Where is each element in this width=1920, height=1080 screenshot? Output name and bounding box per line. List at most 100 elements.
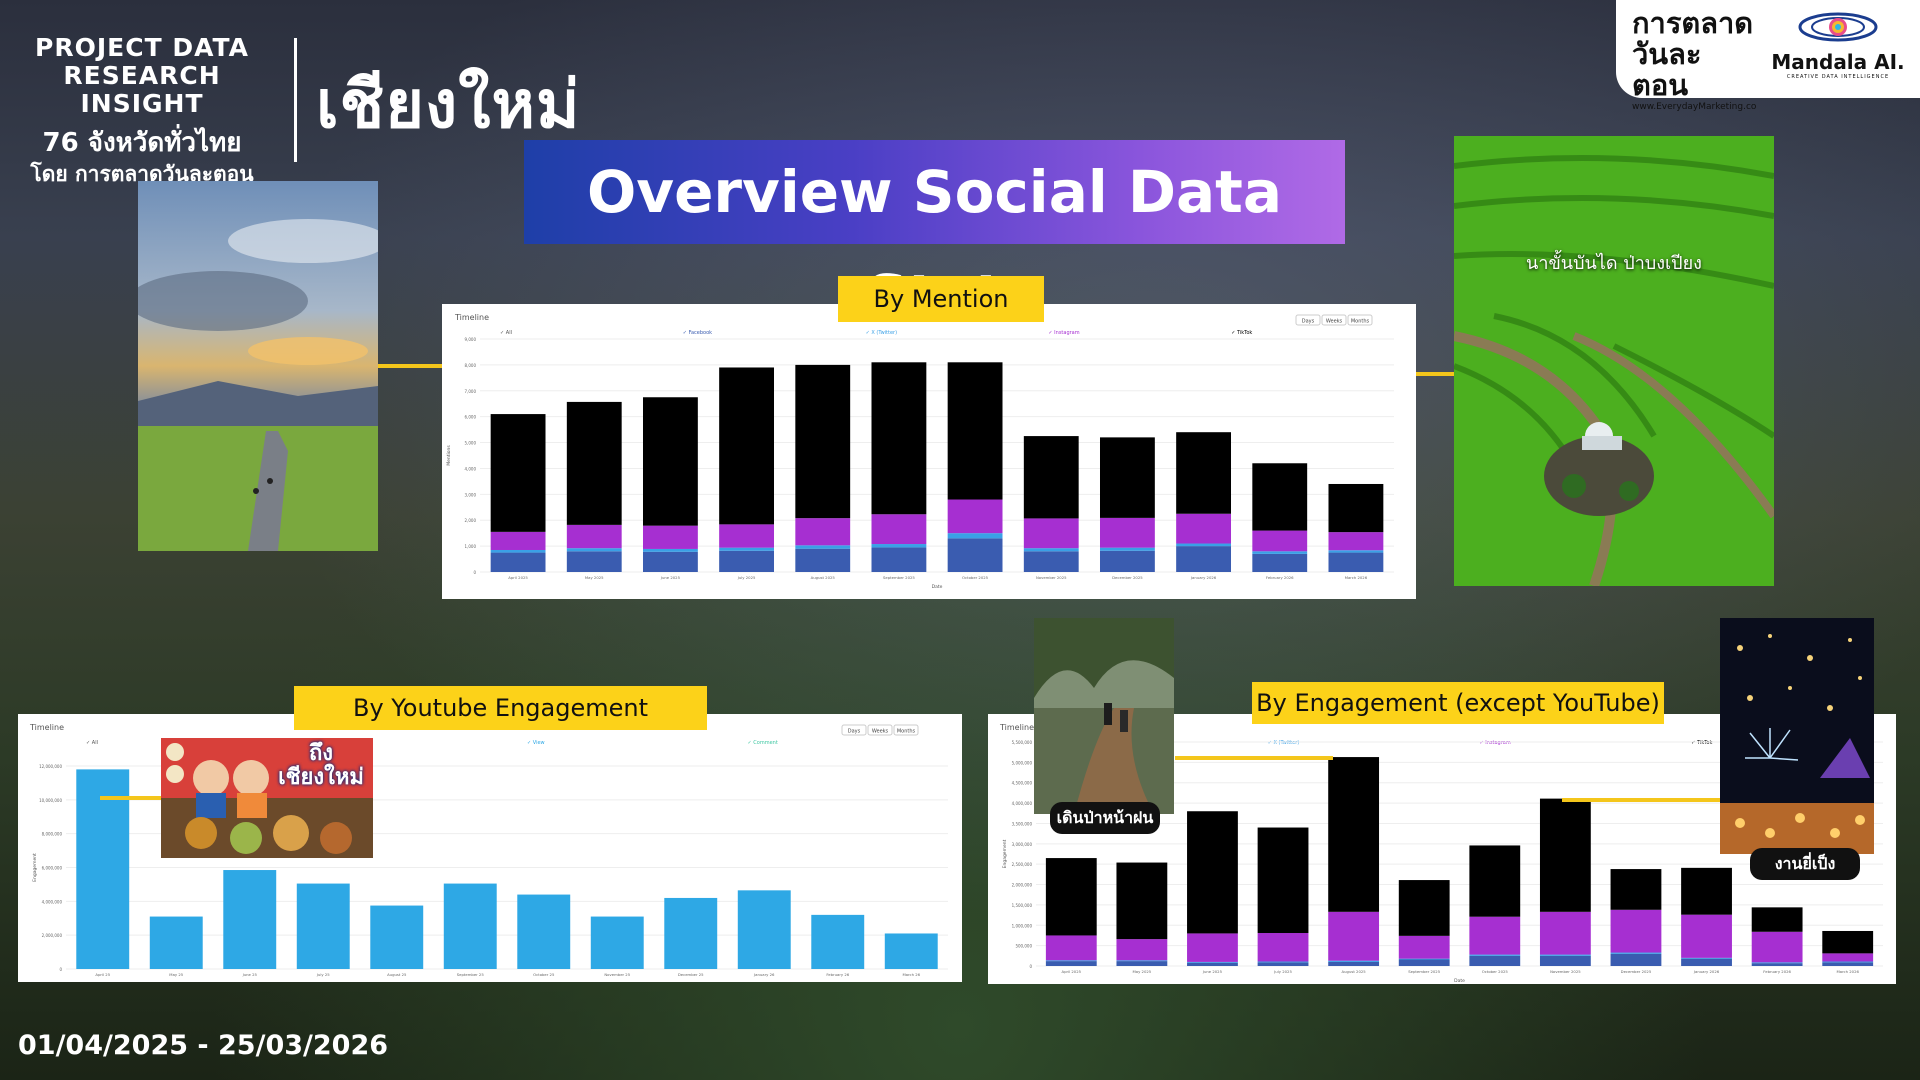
chart-panel-title: Timeline	[999, 723, 1034, 732]
y-axis-label: Mentions	[446, 445, 452, 466]
chart-panel-title: Timeline	[454, 313, 489, 322]
bar-instagram-6	[947, 499, 1003, 534]
y-tick-label: 9,000	[465, 337, 477, 342]
x-tick-label: October 2025	[962, 575, 989, 580]
toggle-label-weeks: Weeks	[872, 729, 889, 735]
y-tick-label: 8,000,000	[42, 832, 63, 837]
bar-instagram-5	[1398, 935, 1450, 959]
bar-instagram-10	[1252, 530, 1308, 552]
x-tick-label: July 2025	[1273, 969, 1292, 974]
province-title: เชียงใหม่	[316, 66, 581, 143]
project-line3: 76 จังหวัดทั่วไทย	[42, 128, 242, 158]
y-tick-label: 12,000,000	[39, 764, 62, 769]
toggle-label-weeks: Weeks	[1326, 319, 1343, 325]
bar-x-twitter--1	[566, 548, 622, 552]
y-tick-label: 6,000	[465, 415, 477, 420]
y-tick-label: 4,000	[465, 466, 477, 471]
connector-line-engagement-left	[1175, 756, 1333, 760]
x-tick-label: January 26	[753, 972, 775, 977]
engagement-chart-label: By Engagement (except YouTube)	[1252, 682, 1664, 724]
bar-instagram-0	[1045, 935, 1097, 961]
y-tick-label: 1,500,000	[1012, 903, 1033, 908]
x-tick-label: May 25	[169, 972, 183, 977]
food-thumbnail-caption: ถึงเชียงใหม่	[278, 741, 364, 790]
bar-9	[737, 890, 791, 969]
x-tick-label: August 2025	[1342, 969, 1367, 974]
bar-facebook-6	[1469, 955, 1521, 966]
bar-tiktok-2	[642, 397, 698, 526]
bar-facebook-6	[947, 538, 1003, 572]
page-title: Overview Social Data Stat	[524, 140, 1345, 330]
y-tick-label: 7,000	[465, 389, 477, 394]
y-tick-label: 3,500,000	[1012, 821, 1033, 826]
bar-tiktok-7	[1539, 798, 1591, 912]
bar-x-twitter--10	[1252, 551, 1308, 554]
bar-facebook-4	[795, 548, 851, 572]
logo1-url: www.EverydayMarketing.co	[1632, 102, 1757, 112]
toggle-weeks	[867, 724, 893, 736]
y-tick-label: 5,000	[465, 441, 477, 446]
logo-panel	[1616, 0, 1920, 98]
bar-facebook-7	[1023, 551, 1079, 572]
bar-facebook-8	[1610, 953, 1662, 966]
bar-tiktok-11	[1822, 930, 1874, 954]
project-heading: PROJECT DATA RESEARCH INSIGHT 76 จังหวัด…	[12, 34, 272, 188]
bar-tiktok-1	[566, 401, 622, 525]
bar-facebook-9	[1176, 546, 1232, 572]
bar-facebook-1	[1116, 961, 1168, 966]
x-tick-label: September 25	[457, 972, 485, 977]
x-tick-label: May 2025	[585, 575, 604, 580]
y-tick-label: 2,000,000	[1012, 883, 1033, 888]
logo1-line1: การตลาด	[1632, 6, 1754, 40]
bar-7	[590, 916, 644, 969]
bar-x-twitter--11	[1328, 550, 1384, 553]
x-tick-label: February 2026	[1266, 575, 1294, 580]
project-line1: PROJECT DATA	[35, 33, 249, 62]
x-tick-label: June 2025	[1202, 969, 1223, 974]
bar-instagram-4	[795, 518, 851, 546]
bar-3	[296, 883, 350, 969]
bar-facebook-7	[1539, 955, 1591, 966]
bar-tiktok-8	[1099, 437, 1155, 518]
logo2-tagline: CREATIVE DATA INTELLIGENCE	[1786, 74, 1890, 80]
x-tick-label: October 25	[533, 972, 555, 977]
x-tick-label: February 26	[826, 972, 849, 977]
bar-tiktok-9	[1681, 867, 1732, 915]
bar-facebook-9	[1681, 958, 1732, 966]
bar-instagram-2	[642, 525, 698, 549]
bar-instagram-10	[1751, 931, 1803, 963]
x-tick-label: April 2025	[508, 575, 528, 580]
bar-x-twitter--6	[1469, 954, 1521, 956]
y-tick-label: 4,000,000	[1012, 801, 1033, 806]
bar-instagram-1	[566, 524, 622, 549]
bar-instagram-7	[1539, 911, 1591, 955]
rice-photo-caption: นาขั้นบันได ป่าบงเปียง	[1526, 253, 1702, 274]
bar-x-twitter--0	[490, 549, 546, 553]
x-tick-label: May 2025	[1133, 969, 1152, 974]
x-tick-label: November 2025	[1550, 969, 1581, 974]
bar-11	[884, 933, 938, 969]
legend-item-4: ✓ TikTok	[1231, 330, 1252, 336]
bar-x-twitter--0	[1045, 960, 1097, 962]
bar-facebook-4	[1328, 961, 1380, 966]
connector-line-engagement-right	[1562, 798, 1720, 802]
x-tick-label: March 2026	[1345, 575, 1368, 580]
x-tick-label: November 2025	[1036, 575, 1067, 580]
bar-instagram-3	[719, 524, 775, 548]
bar-x-twitter--2	[1187, 961, 1238, 963]
bar-instagram-11	[1822, 953, 1874, 962]
youtube-chart-panel: Timeline✓ All✓ Like✓ View✓ CommentDaysWe…	[18, 714, 962, 982]
bar-facebook-5	[871, 547, 927, 572]
bar-tiktok-8	[1610, 869, 1662, 910]
bar-x-twitter--8	[1610, 952, 1662, 954]
bar-facebook-3	[1257, 962, 1309, 966]
bar-tiktok-7	[1023, 436, 1079, 519]
bar-tiktok-11	[1328, 483, 1384, 533]
chart-panel-title: Timeline	[29, 723, 64, 732]
x-tick-label: April 25	[95, 972, 110, 977]
bar-instagram-1	[1116, 939, 1168, 961]
connector-line-youtube	[100, 796, 161, 800]
y-tick-label: 0	[59, 967, 62, 972]
x-tick-label: December 25	[678, 972, 704, 977]
lantern-festival-photo	[1720, 618, 1874, 854]
